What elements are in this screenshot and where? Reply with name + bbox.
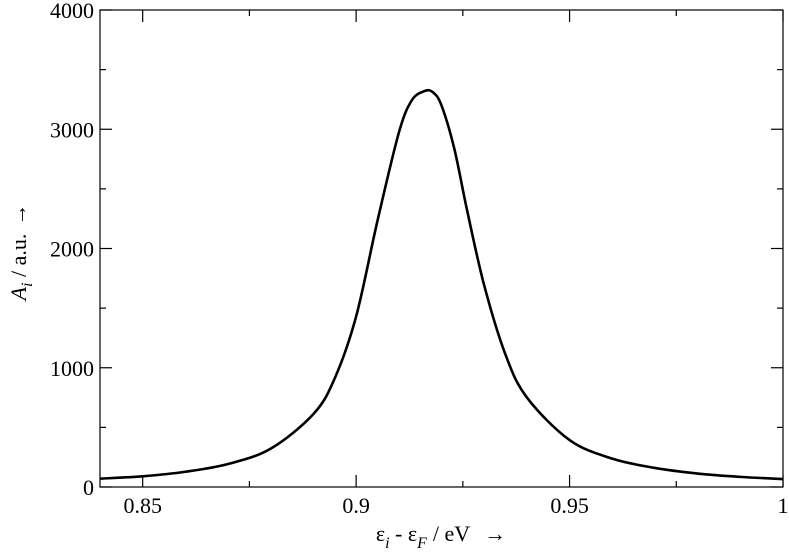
y-axis-ticks: 0 1000 2000 3000 4000 xyxy=(50,0,783,500)
x-axis-ticks: 0.85 0.9 0.95 1 xyxy=(123,10,789,518)
plot-frame xyxy=(99,9,784,488)
x-tick-label: 1 xyxy=(778,493,789,518)
y-tick-label: 1000 xyxy=(50,356,94,381)
x-tick-label: 0.85 xyxy=(123,493,162,518)
data-series-line xyxy=(99,88,784,481)
y-tick-label: 4000 xyxy=(50,0,94,23)
y-tick-label: 3000 xyxy=(50,117,94,142)
y-axis-label: Ai / a.u.→ xyxy=(6,204,36,303)
y-tick-label: 0 xyxy=(83,475,94,500)
x-tick-label: 0.9 xyxy=(342,493,370,518)
x-tick-label: 0.95 xyxy=(550,493,589,518)
y-tick-label: 2000 xyxy=(50,237,94,262)
x-axis-label: εi - εF / eV → xyxy=(376,521,506,552)
